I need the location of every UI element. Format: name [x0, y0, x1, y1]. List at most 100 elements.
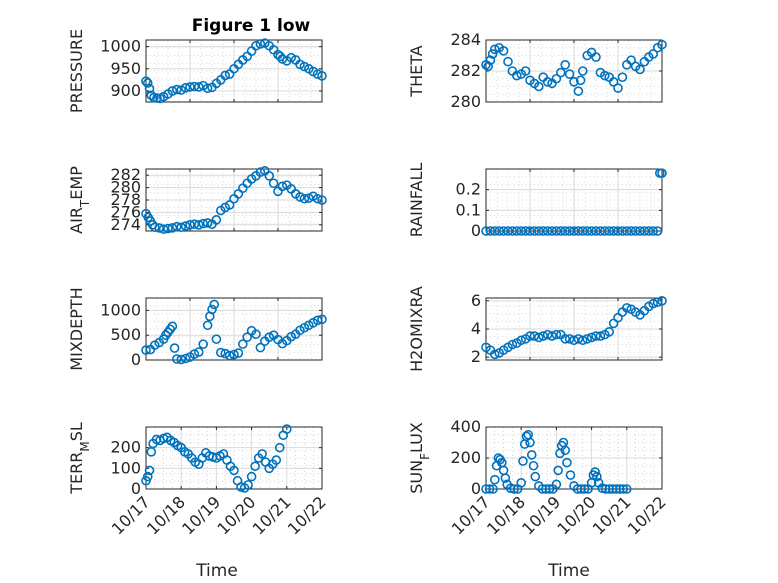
data-point: [611, 484, 622, 494]
data-point: [243, 480, 253, 490]
data-point: [626, 55, 637, 65]
y-axis-label: THETA: [407, 45, 426, 97]
x-tick-label: 10/18: [483, 492, 529, 538]
data-point: [541, 484, 551, 494]
data-point: [564, 69, 575, 79]
data-point: [520, 226, 531, 236]
data-point: [317, 195, 327, 205]
data-point: [180, 83, 191, 93]
data-point: [511, 70, 522, 81]
data-point: [564, 334, 575, 344]
data-point: [277, 54, 288, 64]
y-tick-label: 274: [110, 215, 141, 234]
data-point: [484, 484, 495, 494]
data-point: [251, 329, 261, 340]
data-point: [630, 226, 641, 236]
data-point: [489, 474, 500, 485]
x-tick-label: 10/22: [284, 492, 330, 538]
data-point: [518, 456, 528, 466]
data-point: [189, 81, 200, 92]
data-point: [251, 40, 261, 51]
data-point: [530, 471, 541, 482]
data-point: [652, 226, 663, 236]
x-tick-label: 10/17: [108, 492, 154, 538]
data-point: [537, 484, 548, 494]
data-point: [590, 467, 600, 477]
data-point: [657, 168, 667, 178]
data-point: [604, 327, 615, 337]
data-point: [211, 334, 222, 344]
data-point: [185, 82, 195, 92]
data-point: [172, 354, 182, 364]
y-tick-label: 276: [110, 202, 141, 221]
data-point: [544, 484, 555, 494]
data-point: [312, 193, 323, 204]
data-point: [577, 335, 588, 346]
data-point: [229, 349, 239, 360]
data-point: [657, 39, 667, 50]
data-point: [528, 460, 539, 471]
data-point: [498, 226, 509, 236]
x-tick-label: 10/21: [249, 492, 295, 538]
y-axis-label: MIXDEPTH: [67, 287, 86, 370]
subplot-h2omixra: 2 4 6 H2OMIXRA: [407, 286, 667, 372]
data-point: [264, 332, 275, 342]
y-tick-label: 200: [450, 448, 481, 467]
y-axis-label: SUNFLUX: [407, 422, 432, 494]
data-point: [607, 484, 618, 494]
y-tick-label: 0: [131, 479, 141, 498]
data-point: [533, 332, 544, 343]
data-point: [481, 484, 491, 494]
data-point: [167, 223, 178, 233]
data-point: [551, 73, 562, 84]
data-point: [271, 455, 282, 465]
x-tick-label: 10/20: [213, 492, 259, 538]
data-point: [533, 81, 544, 92]
data-point: [576, 484, 586, 494]
data-point: [246, 46, 257, 56]
data-point: [303, 193, 314, 203]
data-point: [194, 220, 204, 230]
data-point: [142, 78, 153, 88]
data-point: [498, 46, 509, 56]
data-point: [167, 86, 178, 96]
data-point: [572, 484, 583, 494]
data-point: [604, 484, 615, 494]
data-point: [176, 222, 186, 233]
data-point: [525, 331, 535, 341]
x-tick-label: 10/19: [518, 492, 564, 538]
data-point: [485, 226, 496, 236]
data-point: [618, 484, 629, 494]
data-point: [295, 192, 305, 202]
data-point: [577, 66, 588, 76]
data-point: [158, 224, 169, 234]
data-point: [562, 457, 572, 468]
data-point: [163, 223, 173, 234]
y-tick-label: 280: [110, 178, 141, 197]
data-point: [317, 71, 327, 81]
data-point: [542, 329, 553, 340]
data-point: [255, 342, 266, 353]
data-point: [657, 296, 667, 306]
y-axis-label: PRESSURE: [67, 29, 86, 113]
y-axis-label: H2OMIXRA: [407, 286, 426, 372]
y-tick-label: 282: [110, 165, 141, 184]
x-tick-label: 10/18: [143, 492, 189, 538]
data-point: [242, 332, 252, 342]
y-tick-label: 100: [110, 458, 141, 477]
data-point: [220, 348, 230, 359]
data-point: [141, 76, 151, 86]
data-point: [591, 52, 601, 62]
data-point: [621, 484, 632, 494]
data-point: [229, 465, 239, 476]
data-point: [202, 83, 213, 94]
data-point: [220, 70, 230, 81]
data-point: [652, 297, 663, 308]
subplot-rainfall: 0 0.10.2 RAINFALL: [407, 163, 667, 240]
data-point: [553, 465, 563, 476]
x-tick-label: 10/17: [448, 492, 494, 538]
data-point: [146, 90, 157, 101]
axes-box: [145, 426, 323, 490]
